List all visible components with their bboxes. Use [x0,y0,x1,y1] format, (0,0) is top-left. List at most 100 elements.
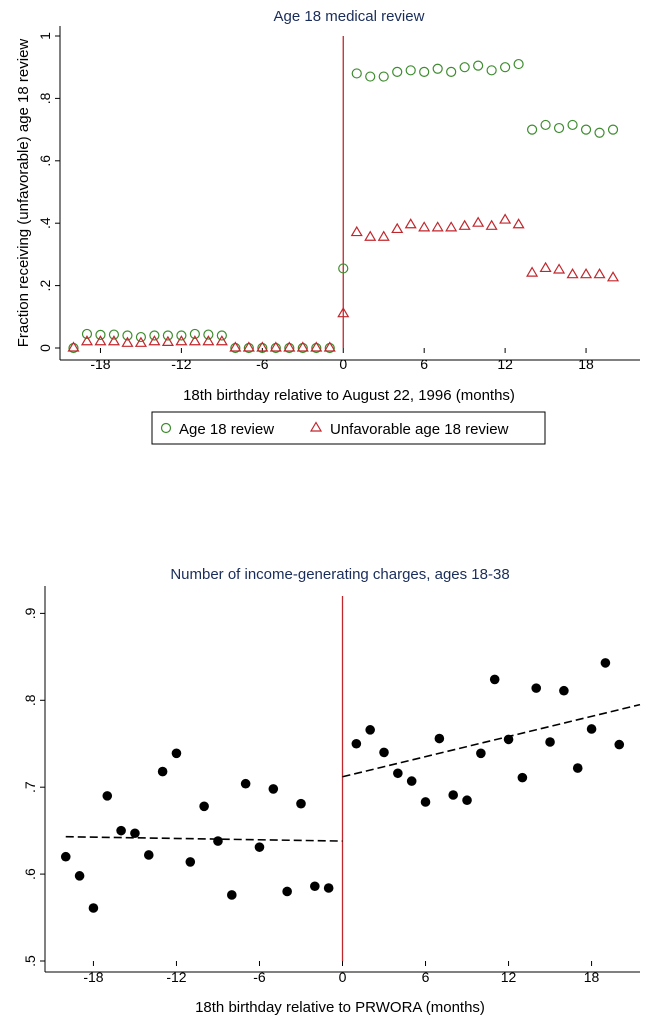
data-point-triangle [296,341,309,352]
data-point-triangle [107,335,121,346]
data-point-triangle [94,335,107,346]
data-point-triangle [526,266,539,277]
y-tick-label: .9 [22,607,38,619]
data-point-triangle [472,216,485,227]
data-point-circle [607,124,619,135]
data-point-circle [459,62,470,73]
x-tick-label: 0 [339,969,347,985]
data-point [545,737,555,747]
data-point-triangle [553,263,566,274]
chart1-marks [67,36,620,354]
data-point-triangle [445,221,458,232]
data-point [227,890,237,900]
data-point [489,674,500,685]
data-point-triangle [418,221,431,232]
data-point [517,772,528,783]
data-point-triangle [256,341,269,352]
data-point-circle [446,66,457,77]
data-point-triangle [391,222,404,234]
chart2-ticks: -18 -12 -6 0 6 12 18 .5 .6 .7 .8 .9 [22,607,600,985]
data-point-circle [149,330,160,341]
chart2-marks [60,596,641,961]
data-point-circle [513,58,524,70]
chart1-x-axis-label: 18th birthday relative to August 22, 199… [183,387,515,404]
data-point [600,658,611,668]
legend-circle-marker [160,422,172,434]
data-point [531,683,542,693]
data-point [420,797,431,807]
data-point-triangle [161,335,174,346]
data-point-triangle [67,341,80,352]
data-point-circle [432,63,443,74]
chart1-title: Age 18 medical review [274,8,425,25]
data-point-circle [108,329,120,340]
data-point-circle [135,331,147,343]
fit-line [65,835,343,842]
data-point [393,768,403,779]
data-point [88,903,99,913]
data-point-triangle [269,341,282,352]
data-point-triangle [121,336,134,347]
data-point [254,842,265,852]
data-point [60,851,71,862]
data-point [476,748,486,759]
data-point [130,828,140,839]
data-point [572,763,583,773]
data-point-triangle [188,335,201,346]
data-point-triangle [310,341,323,352]
x-tick-label: 6 [422,969,430,985]
data-point-circle [526,124,538,135]
x-tick-label: -6 [256,356,269,372]
data-point-triangle [512,218,525,229]
chart1-y-axis-label: Fraction receiving (unfavorable) age 18 … [15,39,32,348]
data-point-circle [392,66,403,77]
data-point [240,778,251,789]
chart1-legend-label-unfavorable-review: Unfavorable age 18 review [330,421,509,438]
data-point-triangle [404,218,417,229]
data-point-circle [176,330,187,341]
data-point [365,725,375,735]
data-point-circle [203,329,214,340]
chart1-legend: Age 18 review Unfavorable age 18 review [151,411,546,445]
data-point [268,784,279,794]
y-tick-label: .8 [37,92,53,104]
x-tick-label: 18 [584,969,600,985]
fit-line [342,703,641,778]
y-tick-label: .5 [22,955,38,967]
data-point-circle [95,329,106,340]
data-point-triangle [485,219,498,230]
data-point-triangle [579,267,593,279]
x-tick-label: 18 [578,356,594,372]
data-point-triangle [350,225,363,237]
x-tick-label: 6 [420,356,428,372]
data-point-circle [500,62,511,73]
data-point [559,685,569,696]
x-tick-label: -12 [171,356,191,372]
y-tick-label: .8 [22,694,38,706]
y-tick-label: .6 [22,868,38,880]
x-tick-label: -18 [83,969,103,985]
chart2-title: Number of income-generating charges, age… [170,566,509,583]
data-point-triangle [377,230,390,241]
x-tick-label: 12 [497,356,513,372]
data-point-triangle [215,335,228,346]
data-point-triangle [283,341,296,352]
data-point-circle [216,330,227,341]
data-point-circle [405,65,416,76]
data-point [157,766,168,777]
data-point [74,871,85,881]
chart-income-charges: Number of income-generating charges, age… [22,566,641,1016]
data-point [379,747,389,758]
data-point [503,734,514,745]
y-tick-label: .4 [37,217,53,229]
data-point-triangle [202,335,215,346]
chart1-ticks: -18 -12 -6 0 6 12 18 0 .2 .4 .6 .8 1 [37,32,594,372]
x-tick-label: 12 [501,969,517,985]
chart1-legend-label-age18-review: Age 18 review [179,421,274,438]
data-point-triangle [499,213,512,224]
data-point-circle [553,122,565,134]
data-point [310,881,320,892]
chart1-legend-box [151,411,546,445]
data-point [614,739,625,750]
x-tick-label: -6 [253,969,266,985]
